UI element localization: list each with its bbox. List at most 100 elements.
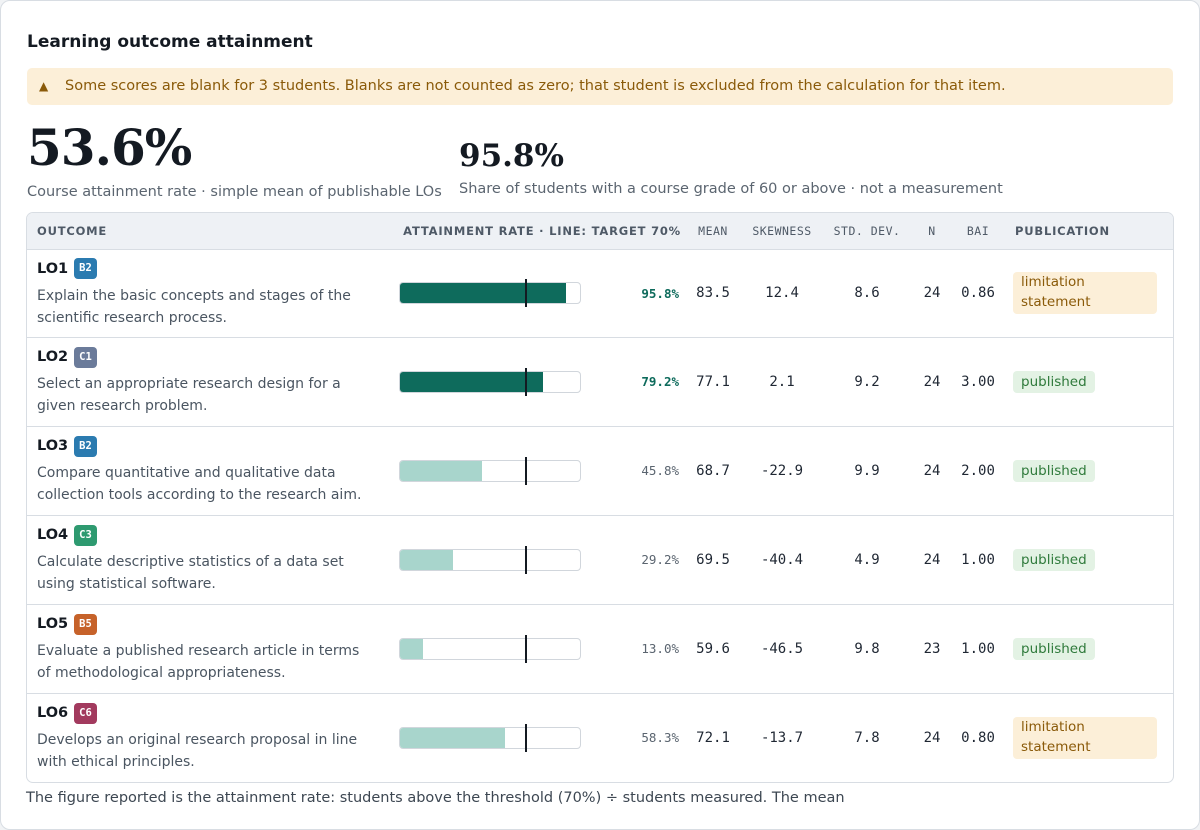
header-n[interactable]: N xyxy=(913,213,952,250)
outcome-code: LO2 xyxy=(37,349,69,365)
std-dev-value: 7.8 xyxy=(854,729,880,746)
target-line xyxy=(525,723,527,752)
header-outcome[interactable]: OUTCOME xyxy=(27,213,391,250)
skewness-value: -13.7 xyxy=(760,729,804,746)
header-attainment[interactable]: ATTAINMENT RATE · LINE: TARGET 70% xyxy=(391,213,684,250)
mean-value: 83.5 xyxy=(696,285,730,301)
outcome-description: Calculate descriptive statistics of a da… xyxy=(37,554,344,592)
publication-cell: limitation statement xyxy=(1005,249,1173,337)
attainment-rate: 58.3% xyxy=(641,730,680,746)
attainment-bar xyxy=(399,279,581,307)
attainment-bar-cell xyxy=(391,604,589,693)
attainment-bar-fill xyxy=(400,460,483,481)
skewness-value: -40.4 xyxy=(760,551,804,568)
attainment-bar-cell xyxy=(391,515,589,604)
outcome-cell: LO5 B5 Evaluate a published research art… xyxy=(27,604,391,693)
table-row[interactable]: LO3 B2 Compare quantitative and qualitat… xyxy=(27,426,1173,515)
target-line xyxy=(525,279,527,307)
passing-share-caption: Share of students with a course grade of… xyxy=(459,181,1003,197)
bai-value: 1.00 xyxy=(961,551,995,568)
passing-share-value: 95.8% xyxy=(459,138,564,174)
publication-cell: limitation statement xyxy=(1005,693,1173,782)
attainment-rate: 95.8% xyxy=(641,285,680,301)
outcome-cell: LO3 B2 Compare quantitative and qualitat… xyxy=(27,426,391,515)
table-row[interactable]: LO6 C6 Develops an original research pro… xyxy=(27,693,1173,782)
n-value: 24 xyxy=(923,729,941,746)
publication-cell: published xyxy=(1005,337,1173,426)
skewness-value: -46.5 xyxy=(760,640,804,657)
outcome-code: LO3 xyxy=(37,438,69,454)
std-dev-value: 9.2 xyxy=(854,373,880,390)
outcome-description: Compare quantitative and qualitative dat… xyxy=(37,465,362,503)
outcome-description: Develops an original research proposal i… xyxy=(37,732,358,771)
publication-cell: published xyxy=(1005,604,1173,693)
mean-value: 77.1 xyxy=(696,373,730,390)
header-mean[interactable]: MEAN xyxy=(683,213,744,250)
mean-value: 69.5 xyxy=(696,551,730,568)
std-dev-value: 9.9 xyxy=(854,462,880,479)
outcomes-table-container: OUTCOME ATTAINMENT RATE · LINE: TARGET 7… xyxy=(26,212,1174,783)
table-row[interactable]: LO5 B5 Evaluate a published research art… xyxy=(27,604,1173,693)
bai-value: 3.00 xyxy=(961,373,995,390)
std-dev-value: 9.8 xyxy=(854,640,880,657)
publication-cell: published xyxy=(1005,426,1173,515)
outcome-description: Select an appropriate research design fo… xyxy=(37,376,341,414)
course-attainment-value: 53.6% xyxy=(27,118,192,177)
attainment-bar-fill xyxy=(400,638,424,659)
header-skewness[interactable]: SKEWNESS xyxy=(743,213,822,250)
outcome-description: Explain the basic concepts and stages of… xyxy=(37,287,351,326)
attainment-rate: 13.0% xyxy=(641,641,680,656)
summary-stats: 53.6% Course attainment rate · simple me… xyxy=(27,105,1173,217)
level-badge: B2 xyxy=(74,435,97,457)
outcome-cell: LO1 B2 Explain the basic concepts and st… xyxy=(27,249,391,337)
target-line xyxy=(525,456,527,485)
level-badge: C3 xyxy=(74,524,97,546)
publication-status-badge: published xyxy=(1013,370,1095,393)
outcome-cell: LO4 C3 Calculate descriptive statistics … xyxy=(27,515,391,604)
publication-status-badge: published xyxy=(1013,637,1095,660)
n-value: 24 xyxy=(923,551,941,568)
table-row[interactable]: LO2 C1 Select an appropriate research de… xyxy=(27,337,1173,426)
attainment-bar-cell xyxy=(391,249,589,337)
publication-status-badge: limitation statement xyxy=(1013,272,1158,314)
level-badge: C1 xyxy=(74,346,97,368)
attainment-rate: 29.2% xyxy=(641,552,680,567)
std-dev-value: 4.9 xyxy=(854,551,880,568)
skewness-value: 2.1 xyxy=(769,373,795,390)
header-publication[interactable]: PUBLICATION xyxy=(1005,213,1173,250)
header-std-dev[interactable]: STD. DEV. xyxy=(821,213,914,250)
outcome-code: LO6 xyxy=(37,705,69,722)
attainment-bar-cell xyxy=(391,426,589,515)
bai-value: 0.80 xyxy=(961,729,995,746)
attainment-bar-cell xyxy=(391,693,589,782)
outcomes-table: OUTCOME ATTAINMENT RATE · LINE: TARGET 7… xyxy=(27,213,1173,782)
header-bai[interactable]: BAI xyxy=(951,213,1006,250)
table-row[interactable]: LO1 B2 Explain the basic concepts and st… xyxy=(27,249,1173,337)
publication-status-badge: limitation statement xyxy=(1013,716,1158,759)
footnote: The figure reported is the attainment ra… xyxy=(26,790,845,806)
level-badge: C6 xyxy=(74,702,97,724)
course-attainment-caption: Course attainment rate · simple mean of … xyxy=(27,184,442,200)
outcome-code: LO1 xyxy=(37,260,69,277)
attainment-bar-cell xyxy=(391,337,589,426)
bai-value: 1.00 xyxy=(961,640,995,657)
outcome-cell: LO2 C1 Select an appropriate research de… xyxy=(27,337,391,426)
attainment-bar xyxy=(399,634,581,663)
page-title: Learning outcome attainment xyxy=(27,32,313,52)
level-badge: B2 xyxy=(74,258,97,279)
attainment-bar xyxy=(399,367,581,396)
n-value: 23 xyxy=(923,640,941,657)
skewness-value: 12.4 xyxy=(765,285,799,301)
outcome-code: LO4 xyxy=(37,527,69,543)
std-dev-value: 8.6 xyxy=(854,285,880,301)
attainment-bar xyxy=(399,456,581,485)
target-line xyxy=(525,545,527,574)
attainment-bar-fill xyxy=(400,727,505,748)
table-row[interactable]: LO4 C3 Calculate descriptive statistics … xyxy=(27,515,1173,604)
attainment-rate: 79.2% xyxy=(641,374,680,389)
level-badge: B5 xyxy=(74,613,97,635)
warning-triangle-icon: ▲ xyxy=(39,79,49,93)
blank-scores-warning: ▲ Some scores are blank for 3 students. B… xyxy=(27,68,1173,105)
n-value: 24 xyxy=(923,462,941,479)
